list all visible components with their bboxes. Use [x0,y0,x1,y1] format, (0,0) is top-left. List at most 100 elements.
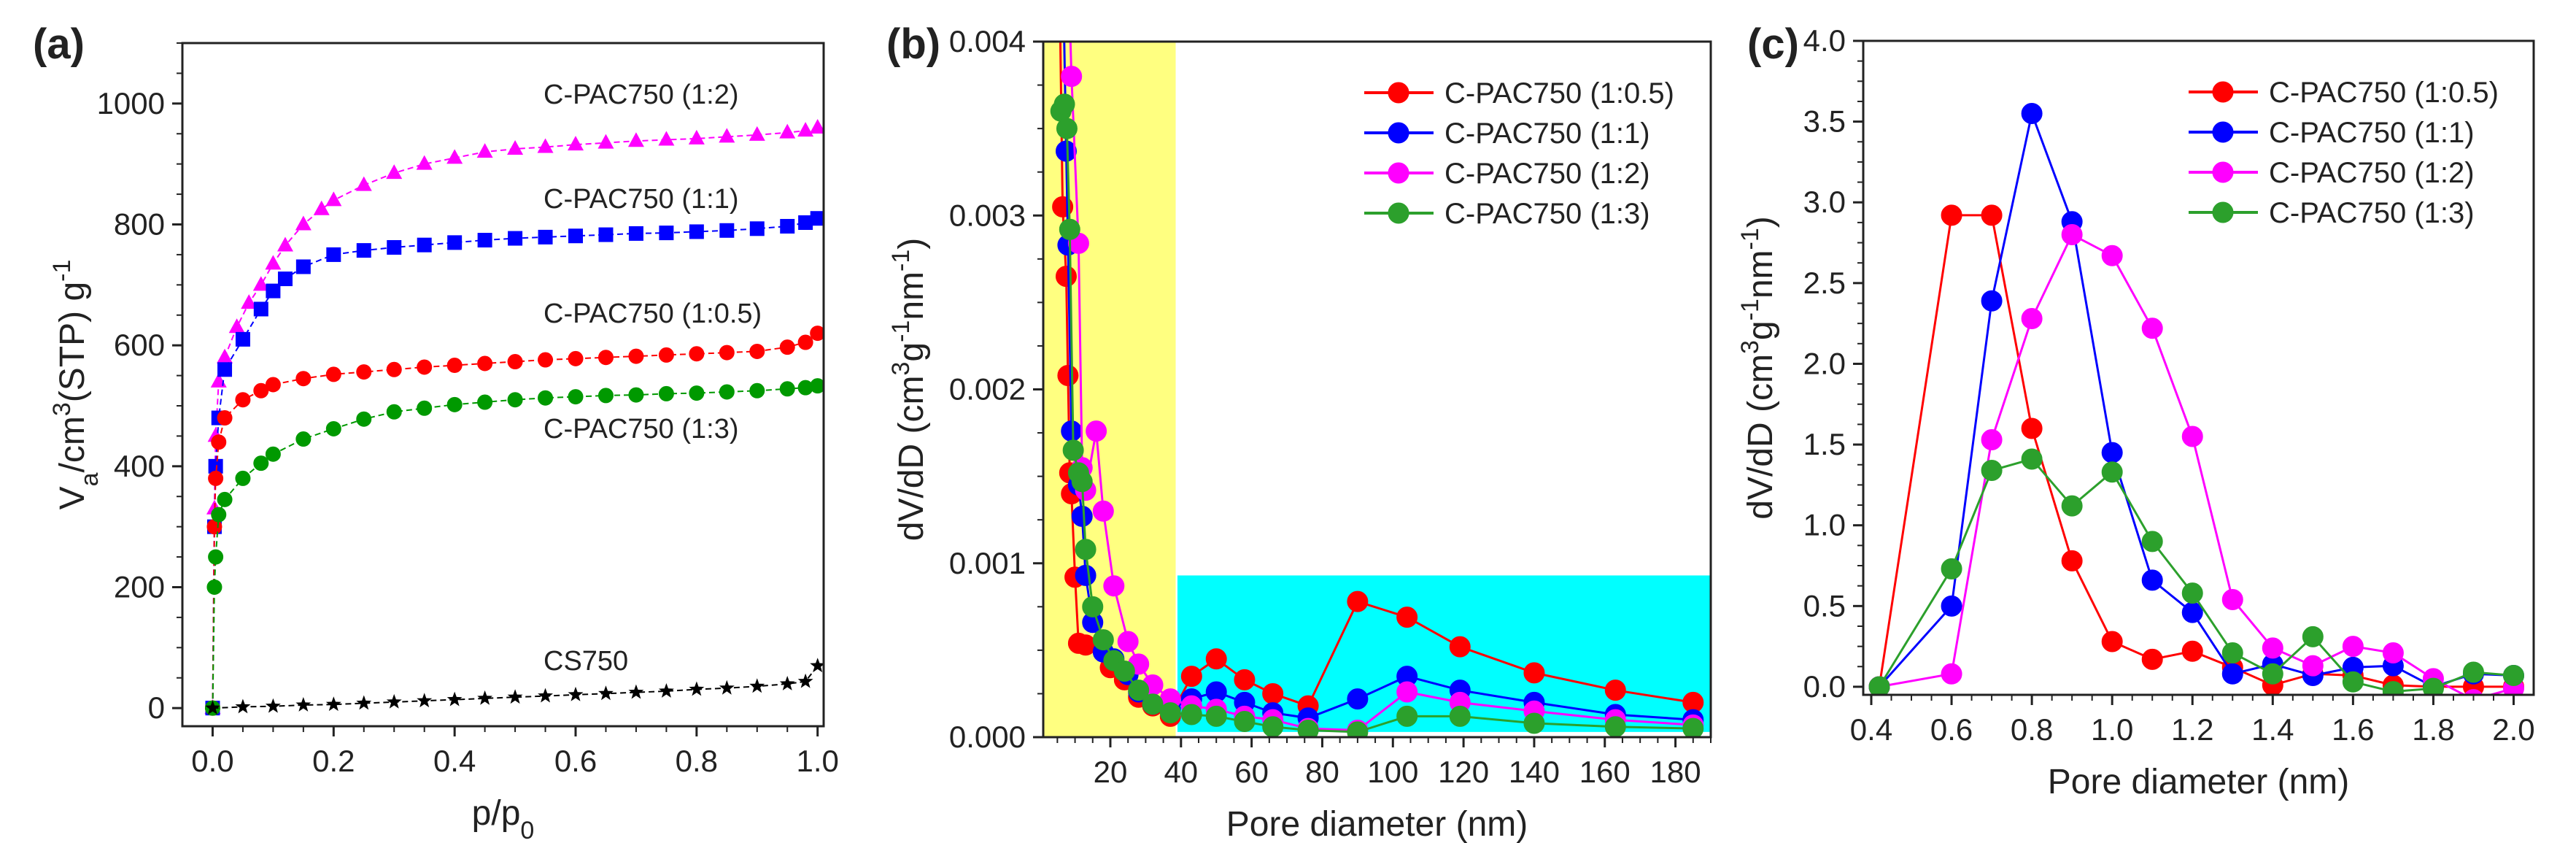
data-point [206,579,223,595]
data-point [313,200,330,215]
data-point [2141,317,2163,339]
data-point [2021,448,2043,470]
x-tick-label: 2.0 [2492,712,2534,747]
data-point [749,221,765,236]
data-point [719,680,735,695]
series-c-pac750-1-1- [205,211,824,716]
y-tick-label: 0.001 [949,546,1026,580]
y-axis-label-part: -1 [887,320,915,342]
data-point [797,122,814,137]
y-tick-label: 2.0 [1803,346,1846,380]
y-tick-label: 200 [114,569,165,604]
data-point [417,237,432,253]
series-line [212,218,819,709]
data-point [1347,688,1369,710]
y-tick-label: 3.5 [1803,104,1846,139]
data-point [2181,582,2203,604]
data-point [386,404,402,420]
data-point [2302,625,2324,647]
curve-annotation: C-PAC750 (1:1) [544,184,739,215]
data-point [1449,705,1471,727]
data-point [1205,648,1227,670]
y-tick-label: 2.5 [1803,266,1846,300]
data-point [809,118,824,134]
axis-ticks: 0.0 0.2 0.4 0.6 0.8 1.0 0 200 400 600 800 1000 [97,42,839,778]
curve-annotation: CS750 [544,646,628,677]
data-point [295,431,312,447]
data-point [1082,596,1104,617]
data-point [780,218,795,234]
data-point [235,331,250,347]
x-tick-label: 1.2 [2171,712,2213,747]
data-point [719,128,735,143]
series-line [1879,233,2514,695]
data-point [598,227,614,242]
x-axis-label: p/p0 [472,794,535,843]
data-point [719,344,735,361]
data-point [295,215,312,231]
y-tick-label: 0.003 [949,198,1026,232]
plot-frame [181,42,825,728]
data-point [2422,677,2444,695]
data-point [356,411,372,427]
data-point [253,301,268,317]
data-point [1117,631,1139,653]
y-tick-label: 3.0 [1803,185,1846,219]
data-point [476,143,493,158]
y-axis-label-part: a [76,472,104,486]
series-c-pac750-1-0-5- [204,326,824,716]
data-point [356,364,372,380]
legend-item: C-PAC750 (1:0.5) [2189,77,2499,109]
data-point [217,362,233,377]
data-point [507,139,524,155]
data-point [1523,662,1545,684]
x-tick-label: 0.4 [433,744,476,778]
panel-b-pore-size-distribution-meso: 20 40 60 80 100 120 140 160 180 0.000 0.001 0.002 0.… [886,20,1712,843]
data-point [1262,716,1284,737]
panel-label: (a) [33,20,85,68]
y-axis-label-part: (STP) g [53,282,92,402]
series-c-pac750-1-2- [204,118,824,715]
data-point [266,283,281,299]
y-axis-label-part: nm [1741,250,1780,299]
x-axis-label: Pore diameter (nm) [2048,763,2349,801]
data-point [2101,442,2123,463]
data-point [2302,655,2324,677]
legend: C-PAC750 (1:0.5) C-PAC750 (1:1) C-PAC750 (… [1364,77,1674,230]
data-point [1071,471,1093,493]
data-point [2382,681,2404,695]
data-point [2181,426,2203,447]
panel-c-pore-size-distribution-micro: 0.4 0.6 0.8 1.0 1.2 1.4 1.6 1.8 2.0 0.0 0.5 1.0 1.5 2… [1736,20,2535,801]
data-point [658,385,674,401]
data-point [325,366,341,382]
y-tick-label: 0 [148,690,165,725]
y-tick-label: 0.0 [1803,669,1846,704]
data-point [1056,118,1078,139]
x-tick-label: 80 [1305,755,1339,789]
y-axis-label-part: dV/dD (cm [1741,354,1780,520]
x-tick-label: 20 [1094,755,1128,789]
data-point [417,359,433,375]
y-axis-label: dV/dD (cm3g-1nm-1) [1736,216,1780,519]
data-point [2021,417,2043,439]
series-c-pac750-1-3- [1050,93,1704,737]
x-tick-label: 40 [1164,755,1198,789]
legend-marker [1388,82,1409,104]
data-point [417,693,433,708]
data-point [1347,721,1369,737]
y-axis-label-part: -1 [887,250,915,272]
y-axis-label-part: /cm [53,416,92,472]
legend-marker [2212,201,2234,223]
data-point [2342,636,2364,658]
data-point [749,343,765,359]
y-tick-label: 0.000 [949,720,1026,754]
data-point [597,350,614,366]
legend-label: C-PAC750 (1:3) [2269,197,2475,229]
y-axis-label: dV/dD (cm3g-1nm-1) [887,238,931,541]
data-point [2221,642,2243,663]
series-c-pac750-1-3- [204,378,824,716]
data-point [228,318,245,334]
data-point [1941,663,1962,685]
data-point [779,381,795,397]
data-point [1062,439,1084,461]
